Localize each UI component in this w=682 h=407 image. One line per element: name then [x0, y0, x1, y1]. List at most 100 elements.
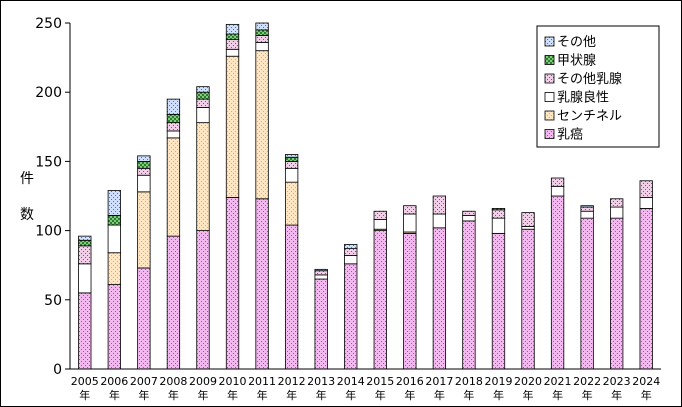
bar-segment	[344, 248, 358, 256]
bar-segment	[432, 227, 447, 370]
bar-segment	[639, 180, 653, 198]
y-tick-label: 0	[53, 362, 62, 378]
x-tick-label: 2017 年	[425, 375, 453, 402]
bar-segment	[78, 239, 92, 247]
x-tick-label: 2012 年	[278, 375, 306, 402]
bar-segment	[373, 210, 387, 220]
bar-segment	[314, 274, 328, 280]
legend-label: 乳癌	[557, 127, 583, 143]
bar-segment	[107, 284, 121, 370]
bar-segment	[491, 217, 506, 234]
bar-segment	[314, 278, 328, 370]
bar-segment	[432, 195, 447, 215]
bar-segment	[344, 244, 358, 249]
x-tick-label: 2013 年	[307, 375, 335, 402]
bar-segment	[137, 167, 151, 176]
x-tick-label: 2019 年	[484, 375, 512, 402]
x-tick-label: 2021 年	[544, 375, 572, 402]
y-tick-label: 250	[35, 16, 62, 32]
bar-segment	[550, 195, 565, 370]
bar-segment	[255, 41, 269, 52]
legend-swatch	[544, 36, 555, 47]
x-tick-label: 2006 年	[100, 375, 128, 402]
bar-segment	[314, 270, 328, 276]
bar-segment	[491, 209, 506, 219]
legend-swatch	[544, 55, 555, 65]
bar-segment	[610, 206, 624, 219]
x-tick-label: 2018 年	[455, 375, 483, 402]
y-tick-label: 200	[35, 85, 62, 101]
bar-segment	[373, 219, 387, 230]
bar-segment	[107, 214, 121, 226]
x-tick-label: 2014 年	[337, 375, 365, 402]
bar-segment	[225, 33, 240, 41]
bar-segment	[403, 205, 417, 215]
bar-segment	[284, 160, 299, 169]
bar-segment	[462, 214, 476, 222]
bar-segment	[580, 206, 594, 212]
bar-segment	[255, 22, 269, 31]
bar-segment	[166, 98, 181, 115]
y-tick-label: 100	[35, 224, 62, 240]
bar-segment	[255, 29, 269, 36]
x-tick-label: 2023 年	[603, 375, 631, 402]
bar-segment	[284, 181, 299, 226]
x-tick-label: 2016 年	[396, 375, 424, 402]
bar-segment	[491, 208, 506, 211]
x-tick-label: 2020 年	[514, 375, 542, 402]
bar-segment	[403, 232, 417, 370]
x-tick-label: 2015 年	[366, 375, 394, 402]
x-tick-label: 2011 年	[248, 375, 276, 402]
bars	[78, 22, 653, 370]
bar-segment	[196, 122, 210, 232]
bar-segment	[166, 235, 181, 370]
bar-segment	[196, 230, 210, 370]
bar-segment	[196, 91, 210, 100]
legend-label: その他乳腺	[557, 72, 622, 87]
legend-swatch	[544, 110, 555, 121]
bar-segment	[610, 217, 624, 370]
x-tick-label: 2008 年	[159, 375, 187, 402]
x-tick-label: 2005 年	[71, 375, 99, 402]
bar-segment	[521, 228, 535, 370]
bar-segment	[639, 208, 653, 370]
bar-segment	[580, 210, 594, 219]
bar-segment	[107, 190, 121, 216]
bar-segment	[432, 213, 447, 229]
bar-segment	[491, 232, 506, 370]
legend-swatch	[544, 129, 555, 139]
y-tick-label: 50	[44, 293, 62, 309]
x-tick-label: 2007 年	[130, 375, 158, 402]
bar-segment	[166, 122, 181, 132]
bar-segment	[78, 263, 92, 294]
bar-segment	[255, 35, 269, 43]
y-axis-title: 件 数	[20, 171, 34, 223]
legend-swatch	[544, 73, 555, 84]
bar-segment	[284, 167, 299, 183]
bar-segment	[314, 268, 328, 272]
bar-segment	[373, 230, 387, 370]
bar-segment	[137, 160, 151, 169]
bar-segment	[166, 130, 181, 139]
bar-segment	[166, 137, 181, 237]
bar-segment	[639, 196, 653, 209]
bar-segment	[107, 252, 121, 285]
bar-segment	[344, 255, 358, 265]
bar-segment	[521, 212, 535, 227]
legend-label: センチネル	[557, 109, 622, 124]
legend-box	[536, 25, 660, 148]
bar-segment	[78, 292, 92, 370]
bar-segment	[255, 50, 269, 200]
y-axis-ticks: 0 50 100 150 200 250	[35, 16, 70, 378]
bar-segment	[255, 198, 269, 370]
legend-label: その他	[557, 35, 596, 50]
bar-segment	[580, 217, 594, 370]
bar-segment	[196, 98, 210, 108]
x-tick-label: 2022 年	[573, 375, 601, 402]
bar-segment	[78, 245, 92, 265]
x-tick-label: 2010 年	[219, 375, 247, 402]
bar-segment	[284, 154, 299, 158]
